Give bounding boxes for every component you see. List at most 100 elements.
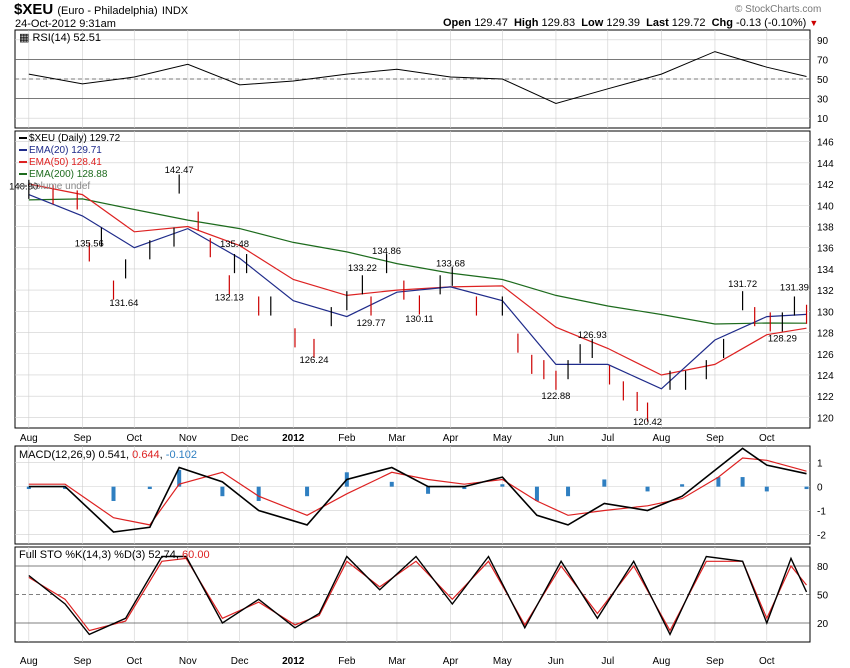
- legend-item: $XEU (Daily) 129.72: [19, 133, 120, 145]
- rsi-label: ▦ RSI(14) 52.51: [19, 31, 101, 44]
- macd-histogram-bar: [602, 479, 607, 487]
- ema20-line: [28, 194, 807, 390]
- chart-marks: [26, 51, 809, 637]
- sto-k-line: [28, 555, 808, 637]
- macd-histogram-bar: [500, 484, 505, 487]
- x-tick-label: May: [493, 656, 512, 667]
- price-annotation: 126.24: [299, 355, 328, 366]
- macd-histogram-bar: [26, 486, 31, 490]
- rsi-tick-label: 90: [817, 36, 829, 47]
- x-tick-label: Oct: [126, 656, 142, 667]
- rsi-bullet-icon: ▦: [19, 32, 33, 44]
- legend-swatch: [19, 137, 27, 140]
- legend-item: EMA(20) 129.71: [19, 145, 120, 157]
- x-tick-label: Sep: [74, 433, 92, 444]
- price-tick-label: 134: [817, 265, 834, 276]
- x-tick-label: Mar: [388, 433, 406, 444]
- x-tick-label: May: [493, 433, 512, 444]
- price-tick-label: 146: [817, 138, 834, 149]
- x-tick-label: Sep: [706, 433, 724, 444]
- rsi-tick-label: 50: [817, 75, 829, 86]
- sto-label: Full STO %K(14,3) %D(3) 52.74, 60.00: [19, 549, 210, 561]
- price-annotation: 135.48: [220, 239, 249, 250]
- rsi-tick-label: 70: [817, 55, 829, 66]
- chg-value: -0.13 (-0.10%): [736, 17, 807, 29]
- sto-panel: [14, 546, 811, 643]
- macd-label-prefix: MACD(12,26,9): [19, 449, 96, 461]
- x-tick-label: Nov: [179, 656, 197, 667]
- high-label: High: [513, 17, 539, 29]
- macd-histogram-bar: [740, 477, 745, 487]
- price-annotation: 126.93: [578, 330, 607, 341]
- macd-histogram-bar: [566, 486, 571, 497]
- legend-swatch: [19, 149, 27, 152]
- x-tick-label: Jul: [601, 433, 614, 444]
- chart-labels: Aug Aug Sep Sep Oct Oct Nov Nov Dec Dec 2012 2012 Fe…: [9, 36, 834, 667]
- down-arrow-icon: ▼: [809, 18, 819, 28]
- macd-tick-label: 1: [817, 459, 823, 470]
- ema200-line: [28, 198, 807, 325]
- low-value: 129.39: [606, 17, 640, 29]
- x-tick-label: Aug: [20, 656, 38, 667]
- price-tick-label: 122: [817, 392, 834, 403]
- price-tick-label: 130: [817, 307, 834, 318]
- macd-histogram-bar: [147, 486, 152, 490]
- price-annotation: 135.56: [75, 238, 104, 249]
- watermark: © StockCharts.com: [735, 4, 822, 15]
- last-label: Last: [646, 17, 669, 29]
- sto-d-line: [28, 557, 807, 632]
- macd-histogram-bar: [389, 481, 394, 487]
- ema50-line: [28, 183, 807, 376]
- price-annotation: 120.42: [633, 417, 662, 428]
- low-label: Low: [581, 17, 604, 29]
- price-legend: $XEU (Daily) 129.72 EMA(20) 129.71 EMA(50)…: [19, 133, 120, 193]
- x-tick-label: Dec: [231, 656, 249, 667]
- price-tick-label: 140: [817, 201, 834, 212]
- x-tick-label: Dec: [231, 433, 249, 444]
- price-tick-label: 132: [817, 286, 834, 297]
- legend-swatch: [19, 185, 27, 188]
- macd-histogram-bar: [680, 484, 685, 487]
- legend-item: EMA(200) 128.88: [19, 169, 120, 181]
- chg-label: Chg: [711, 17, 733, 29]
- price-tick-label: 138: [817, 222, 834, 233]
- x-tick-label: Oct: [759, 433, 775, 444]
- price-tick-label: 128: [817, 329, 834, 340]
- x-tick-label: Feb: [338, 656, 356, 667]
- macd-v1: 0.541: [98, 449, 127, 461]
- macd-histogram-bar: [111, 486, 116, 501]
- macd-histogram-bar: [256, 486, 261, 501]
- price-annotation: 122.88: [541, 391, 570, 402]
- macd-tick-label: 0: [817, 483, 823, 494]
- high-value: 129.83: [541, 17, 576, 29]
- price-annotation: 133.68: [436, 258, 465, 269]
- symbol-title: $XEU (Euro - Philadelphia) INDX: [14, 1, 188, 18]
- macd-histogram-bar: [462, 486, 467, 490]
- rsi-tick-label: 30: [817, 95, 829, 106]
- macd-label: MACD(12,26,9) 0.541, 0.644, -0.102: [19, 449, 197, 461]
- macd-histogram-bar: [764, 486, 769, 492]
- price-annotation: 131.39: [780, 283, 809, 294]
- macd-histogram-bar: [63, 486, 68, 490]
- x-tick-label: Apr: [443, 433, 459, 444]
- macd-tick-label: -1: [817, 507, 826, 518]
- price-tick-label: 120: [817, 413, 834, 424]
- legend-item: Volume undef: [19, 181, 120, 193]
- price-annotation: 133.22: [348, 263, 377, 274]
- price-tick-label: 142: [817, 180, 834, 191]
- legend-label: EMA(200) 128.88: [29, 169, 108, 180]
- price-tick-label: 136: [817, 244, 834, 255]
- sto-tick-label: 80: [817, 562, 829, 573]
- price-panel: [14, 130, 811, 429]
- price-tick-label: 126: [817, 350, 834, 361]
- x-tick-label: Sep: [706, 656, 724, 667]
- x-tick-label: Aug: [652, 656, 670, 667]
- rsi-line: [28, 51, 807, 105]
- legend-label: $XEU (Daily) 129.72: [29, 133, 121, 144]
- price-annotation: 132.13: [215, 293, 244, 304]
- price-annotation: 131.72: [728, 279, 757, 290]
- x-tick-label: Jun: [548, 433, 564, 444]
- x-tick-label: Mar: [388, 656, 406, 667]
- x-tick-label: Aug: [20, 433, 38, 444]
